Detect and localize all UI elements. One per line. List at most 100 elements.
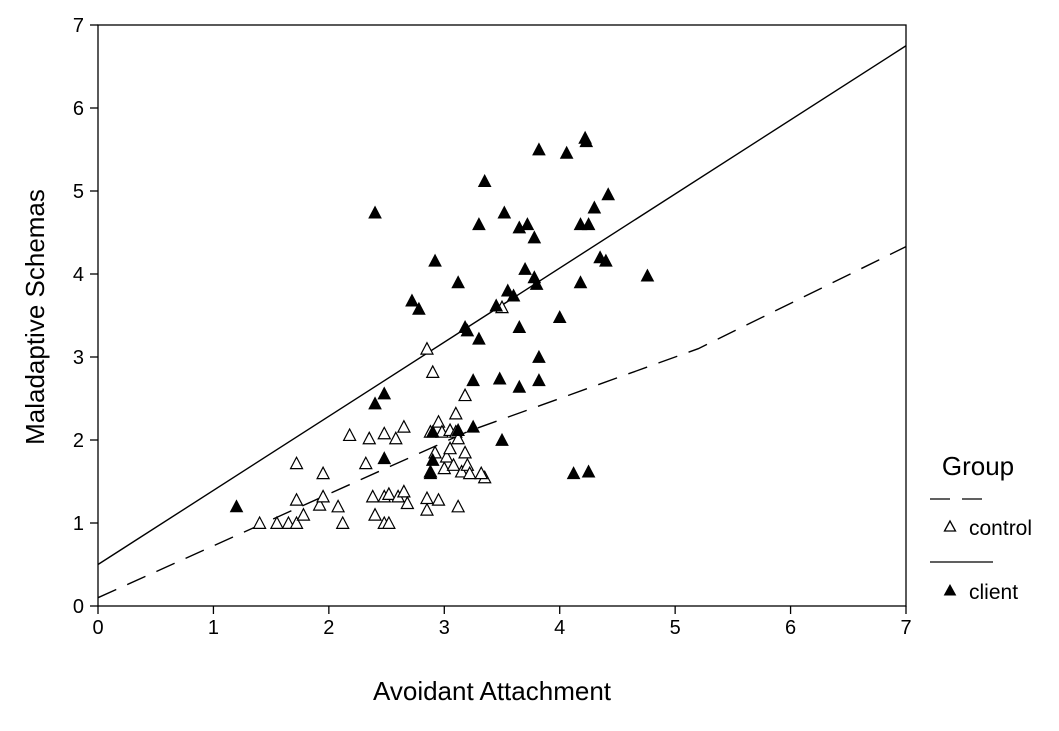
point-control [316,489,331,503]
point-control [451,499,466,513]
point-control [462,465,477,480]
legend-label-client: client [969,581,1018,604]
point-client [599,253,613,267]
legend-title: Group [942,451,1014,481]
point-control [458,387,473,402]
point-client [368,396,382,410]
x-axis-ticks: 0 1 2 3 4 5 6 7 [92,606,912,639]
point-control [362,431,377,445]
point-client [489,298,504,312]
y-tick-label: 5 [73,181,84,203]
point-client [451,275,465,289]
point-control [439,449,454,463]
legend: Group control client [930,451,1032,604]
point-control [368,507,383,521]
point-control [365,489,380,503]
point-control [458,445,473,459]
point-client [579,134,594,148]
x-tick-label: 2 [323,617,334,639]
point-control [451,431,466,445]
point-client [472,331,486,345]
point-control [446,457,461,471]
point-client [532,349,546,363]
point-client [573,217,588,231]
legend-client-marker [943,583,957,596]
point-control [431,492,446,506]
point-control [381,515,396,530]
point-client [640,268,655,282]
point-client [601,187,616,201]
point-client [552,310,567,324]
point-client [466,373,480,387]
y-tick-label: 7 [73,15,84,37]
x-tick-label: 5 [670,617,681,639]
x-tick-label: 3 [439,617,450,639]
x-tick-label: 1 [208,617,219,639]
point-client [518,261,532,275]
point-control [296,507,311,521]
point-client [527,230,542,244]
point-client [492,371,507,385]
point-client [497,205,512,219]
legend-control-marker [943,519,957,532]
point-control [388,431,403,445]
x-tick-label: 4 [554,617,565,639]
point-client [566,466,581,480]
point-client [587,200,602,214]
point-client [559,145,574,159]
y-tick-label: 2 [73,430,84,452]
point-control [358,455,373,470]
point-control [335,515,350,530]
point-client [368,205,382,219]
point-control [381,486,396,500]
point-client [472,217,486,231]
point-control [454,464,469,478]
point-client [532,373,546,387]
point-client [581,464,596,478]
point-client [229,499,244,513]
point-client [425,452,440,466]
point-control [289,515,304,530]
x-axis-title: Avoidant Attachment [373,676,612,706]
fit-line-control [97,245,907,599]
y-tick-label: 4 [73,264,84,286]
point-client [477,173,492,187]
y-tick-label: 1 [73,513,84,535]
fit-lines [97,45,907,599]
x-tick-label: 0 [92,617,103,639]
point-control [342,427,357,442]
y-axis-title: Maladaptive Schemas [20,189,50,445]
y-tick-label: 3 [73,347,84,369]
data-points [229,130,655,530]
point-client [405,293,419,307]
x-tick-label: 7 [900,617,911,639]
point-client [520,217,535,231]
point-control [377,426,392,440]
point-client [512,379,527,393]
point-control [419,502,434,516]
point-client [506,288,521,302]
point-control [316,465,331,480]
point-client [451,422,465,436]
point-control [443,441,458,455]
y-axis-ticks: 0 1 2 3 4 5 6 7 [73,15,98,618]
plot-border [97,24,907,607]
point-control [396,419,411,433]
point-client [573,275,588,289]
point-client [532,142,546,156]
point-control [474,465,489,480]
point-control [269,515,284,530]
point-client [377,451,392,465]
plot-frame [97,24,907,607]
legend-label-control: control [969,517,1032,540]
point-client [377,386,392,400]
point-client [581,217,596,231]
point-client [495,432,509,446]
point-client [412,301,426,315]
point-control [460,457,475,471]
point-control [431,414,446,428]
point-control [396,484,411,498]
point-control [419,341,434,355]
point-control [400,495,415,510]
